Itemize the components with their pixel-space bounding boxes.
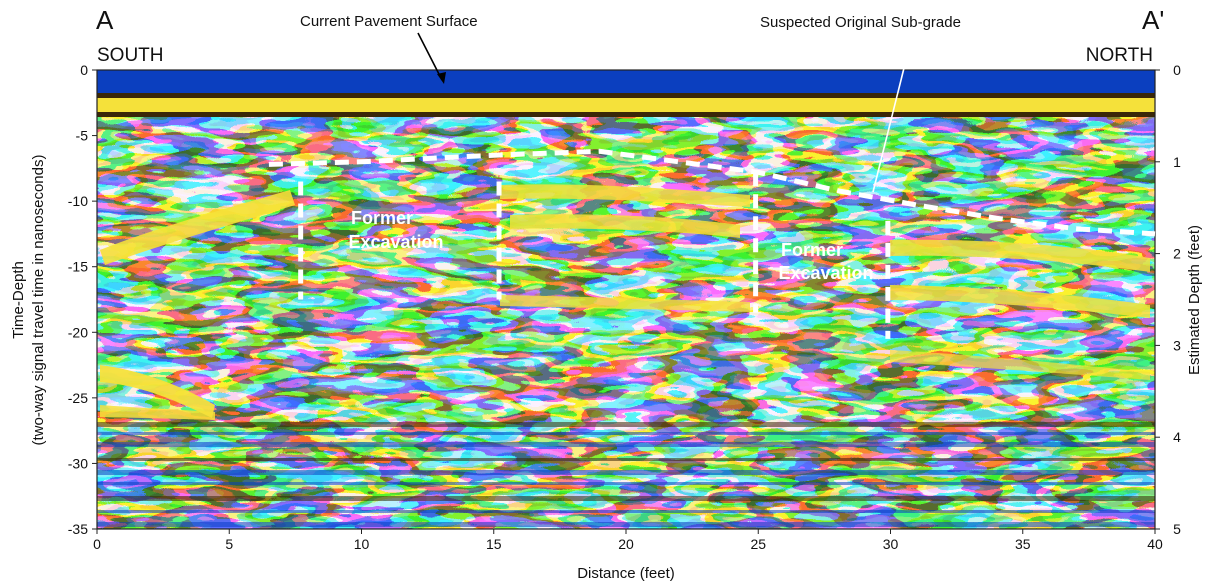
y-tick-label: -20: [68, 324, 88, 340]
reflector-right-1: [890, 239, 1150, 272]
x-tick-label: 10: [354, 536, 370, 552]
reflector-right-2: [890, 285, 1150, 318]
x-tick-label: 0: [93, 536, 101, 552]
deep-band: [97, 442, 1155, 447]
reflector-mid-3: [500, 295, 750, 312]
y-tick-label: 0: [80, 62, 88, 78]
subgrade-dashed-line: [268, 148, 1156, 237]
deep-band: [97, 522, 1155, 527]
x-tick-label: 25: [750, 536, 766, 552]
y2-axis-ticks: 0 1 2 3 4 5: [1155, 62, 1181, 537]
deep-band: [97, 458, 1155, 461]
x-tick-label: 5: [225, 536, 233, 552]
reflector-right-3: [890, 350, 1150, 380]
y-tick-label: -5: [76, 128, 89, 144]
former-excavation-label-1-line2: Excavation: [348, 232, 443, 252]
deep-band: [97, 496, 1155, 501]
x-axis-label: Distance (feet): [577, 565, 675, 582]
deep-band: [97, 422, 1155, 427]
x-tick-label: 20: [618, 536, 634, 552]
y-axis-label-line1: Time-Depth: [10, 261, 27, 339]
deep-band: [97, 432, 1155, 435]
annotation-subgrade: Suspected Original Sub-grade: [760, 14, 961, 31]
excavation-boundaries: [298, 172, 891, 339]
end-label-right: A': [1142, 5, 1164, 35]
surface-yellow-band: [97, 98, 1155, 112]
x-tick-label: 35: [1015, 536, 1031, 552]
y2-tick-label: 2: [1173, 246, 1181, 262]
y2-tick-label: 4: [1173, 429, 1181, 445]
subgrade-leader-line: [872, 35, 913, 193]
reflector-left-lower: [100, 365, 215, 418]
surface-dark-band-2: [97, 112, 1155, 117]
x-tick-label: 15: [486, 536, 502, 552]
y-tick-label: -30: [68, 455, 88, 471]
y-axis-ticks: 0 -5 -10 -15 -20 -25 -30 -35: [68, 62, 97, 537]
y2-tick-label: 3: [1173, 337, 1181, 353]
y-axis-label-line2: (two-way signal travel time in nanosecon…: [30, 155, 47, 446]
reflector-mid-1: [500, 184, 750, 207]
former-excavation-label-2-line1: Former: [781, 240, 843, 260]
y2-tick-label: 5: [1173, 521, 1181, 537]
y2-tick-label: 1: [1173, 154, 1181, 170]
reflector-left-upper: [100, 190, 295, 265]
x-axis-ticks: 0 5 10 15 20 25 30 35 40: [93, 529, 1163, 552]
former-excavation-label-1-line1: Former: [351, 208, 413, 228]
end-label-left: A: [96, 5, 114, 35]
y2-axis-label: Estimated Depth (feet): [1186, 225, 1203, 375]
radargram-image: [97, 70, 1155, 529]
reflection-bands: [97, 70, 1155, 527]
direction-label-south: SOUTH: [97, 45, 164, 66]
x-tick-label: 30: [883, 536, 899, 552]
y-tick-label: -25: [68, 390, 88, 406]
deep-band: [97, 482, 1155, 485]
y2-tick-label: 0: [1173, 62, 1181, 78]
surface-dark-band: [97, 93, 1155, 98]
pavement-leader-line: [417, 32, 443, 81]
former-excavation-label-2-line2: Excavation: [778, 263, 873, 283]
y-tick-label: -10: [68, 193, 88, 209]
direction-label-north: NORTH: [1086, 45, 1153, 66]
reflector-mid-2: [510, 214, 740, 238]
x-tick-label: 40: [1147, 536, 1163, 552]
reflector-left-lower-2: [100, 405, 215, 420]
y-tick-label: -15: [68, 259, 88, 275]
pavement-leader-arrowhead: [437, 72, 446, 84]
deep-band: [97, 510, 1155, 513]
y-tick-label: -35: [68, 521, 88, 537]
annotation-pavement-surface: Current Pavement Surface: [300, 13, 478, 30]
deep-band: [97, 470, 1155, 475]
surface-blue-band: [97, 70, 1155, 95]
